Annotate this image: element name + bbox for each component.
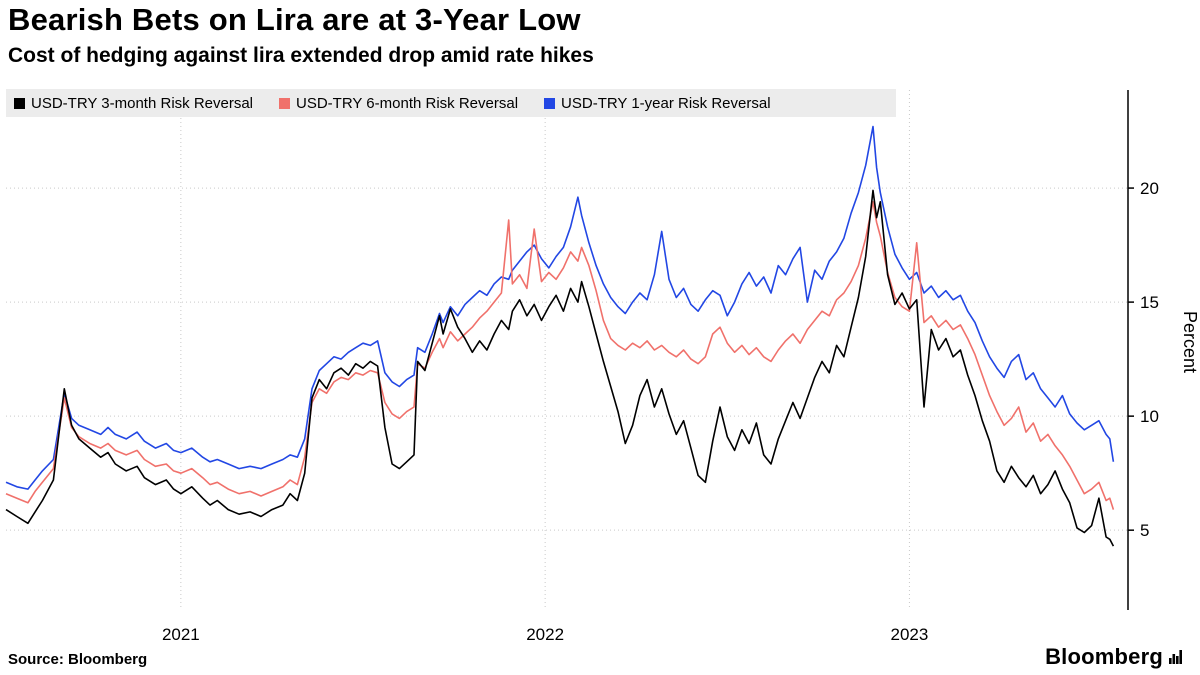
legend-label-3month: USD-TRY 3-month Risk Reversal — [31, 94, 254, 112]
legend-swatch-3month — [14, 97, 25, 109]
page-subtitle: Cost of hedging against lira extended dr… — [8, 44, 594, 67]
bloomberg-chart-icon — [1169, 650, 1182, 664]
svg-text:Percent: Percent — [1180, 311, 1200, 373]
legend-swatch-1year — [544, 97, 556, 109]
legend-label-1year: USD-TRY 1-year Risk Reversal — [561, 94, 771, 112]
svg-text:5: 5 — [1140, 521, 1149, 540]
legend: USD-TRY 3-month Risk Reversal USD-TRY 6-… — [6, 89, 896, 117]
page-title: Bearish Bets on Lira are at 3-Year Low — [8, 2, 581, 37]
source-text: Source: Bloomberg — [8, 651, 148, 668]
svg-text:20: 20 — [1140, 179, 1159, 198]
bloomberg-logo: Bloomberg — [1045, 644, 1182, 670]
legend-label-6month: USD-TRY 6-month Risk Reversal — [296, 94, 519, 112]
svg-text:2023: 2023 — [891, 625, 929, 644]
legend-item-6month: USD-TRY 6-month Risk Reversal — [279, 95, 518, 112]
legend-item-1year: USD-TRY 1-year Risk Reversal — [544, 95, 771, 112]
legend-item-3month: USD-TRY 3-month Risk Reversal — [14, 95, 253, 112]
bloomberg-logo-text: Bloomberg — [1045, 644, 1163, 669]
legend-swatch-6month — [279, 97, 291, 109]
svg-text:2022: 2022 — [526, 625, 564, 644]
svg-text:15: 15 — [1140, 293, 1159, 312]
svg-text:10: 10 — [1140, 407, 1159, 426]
svg-text:2021: 2021 — [162, 625, 200, 644]
